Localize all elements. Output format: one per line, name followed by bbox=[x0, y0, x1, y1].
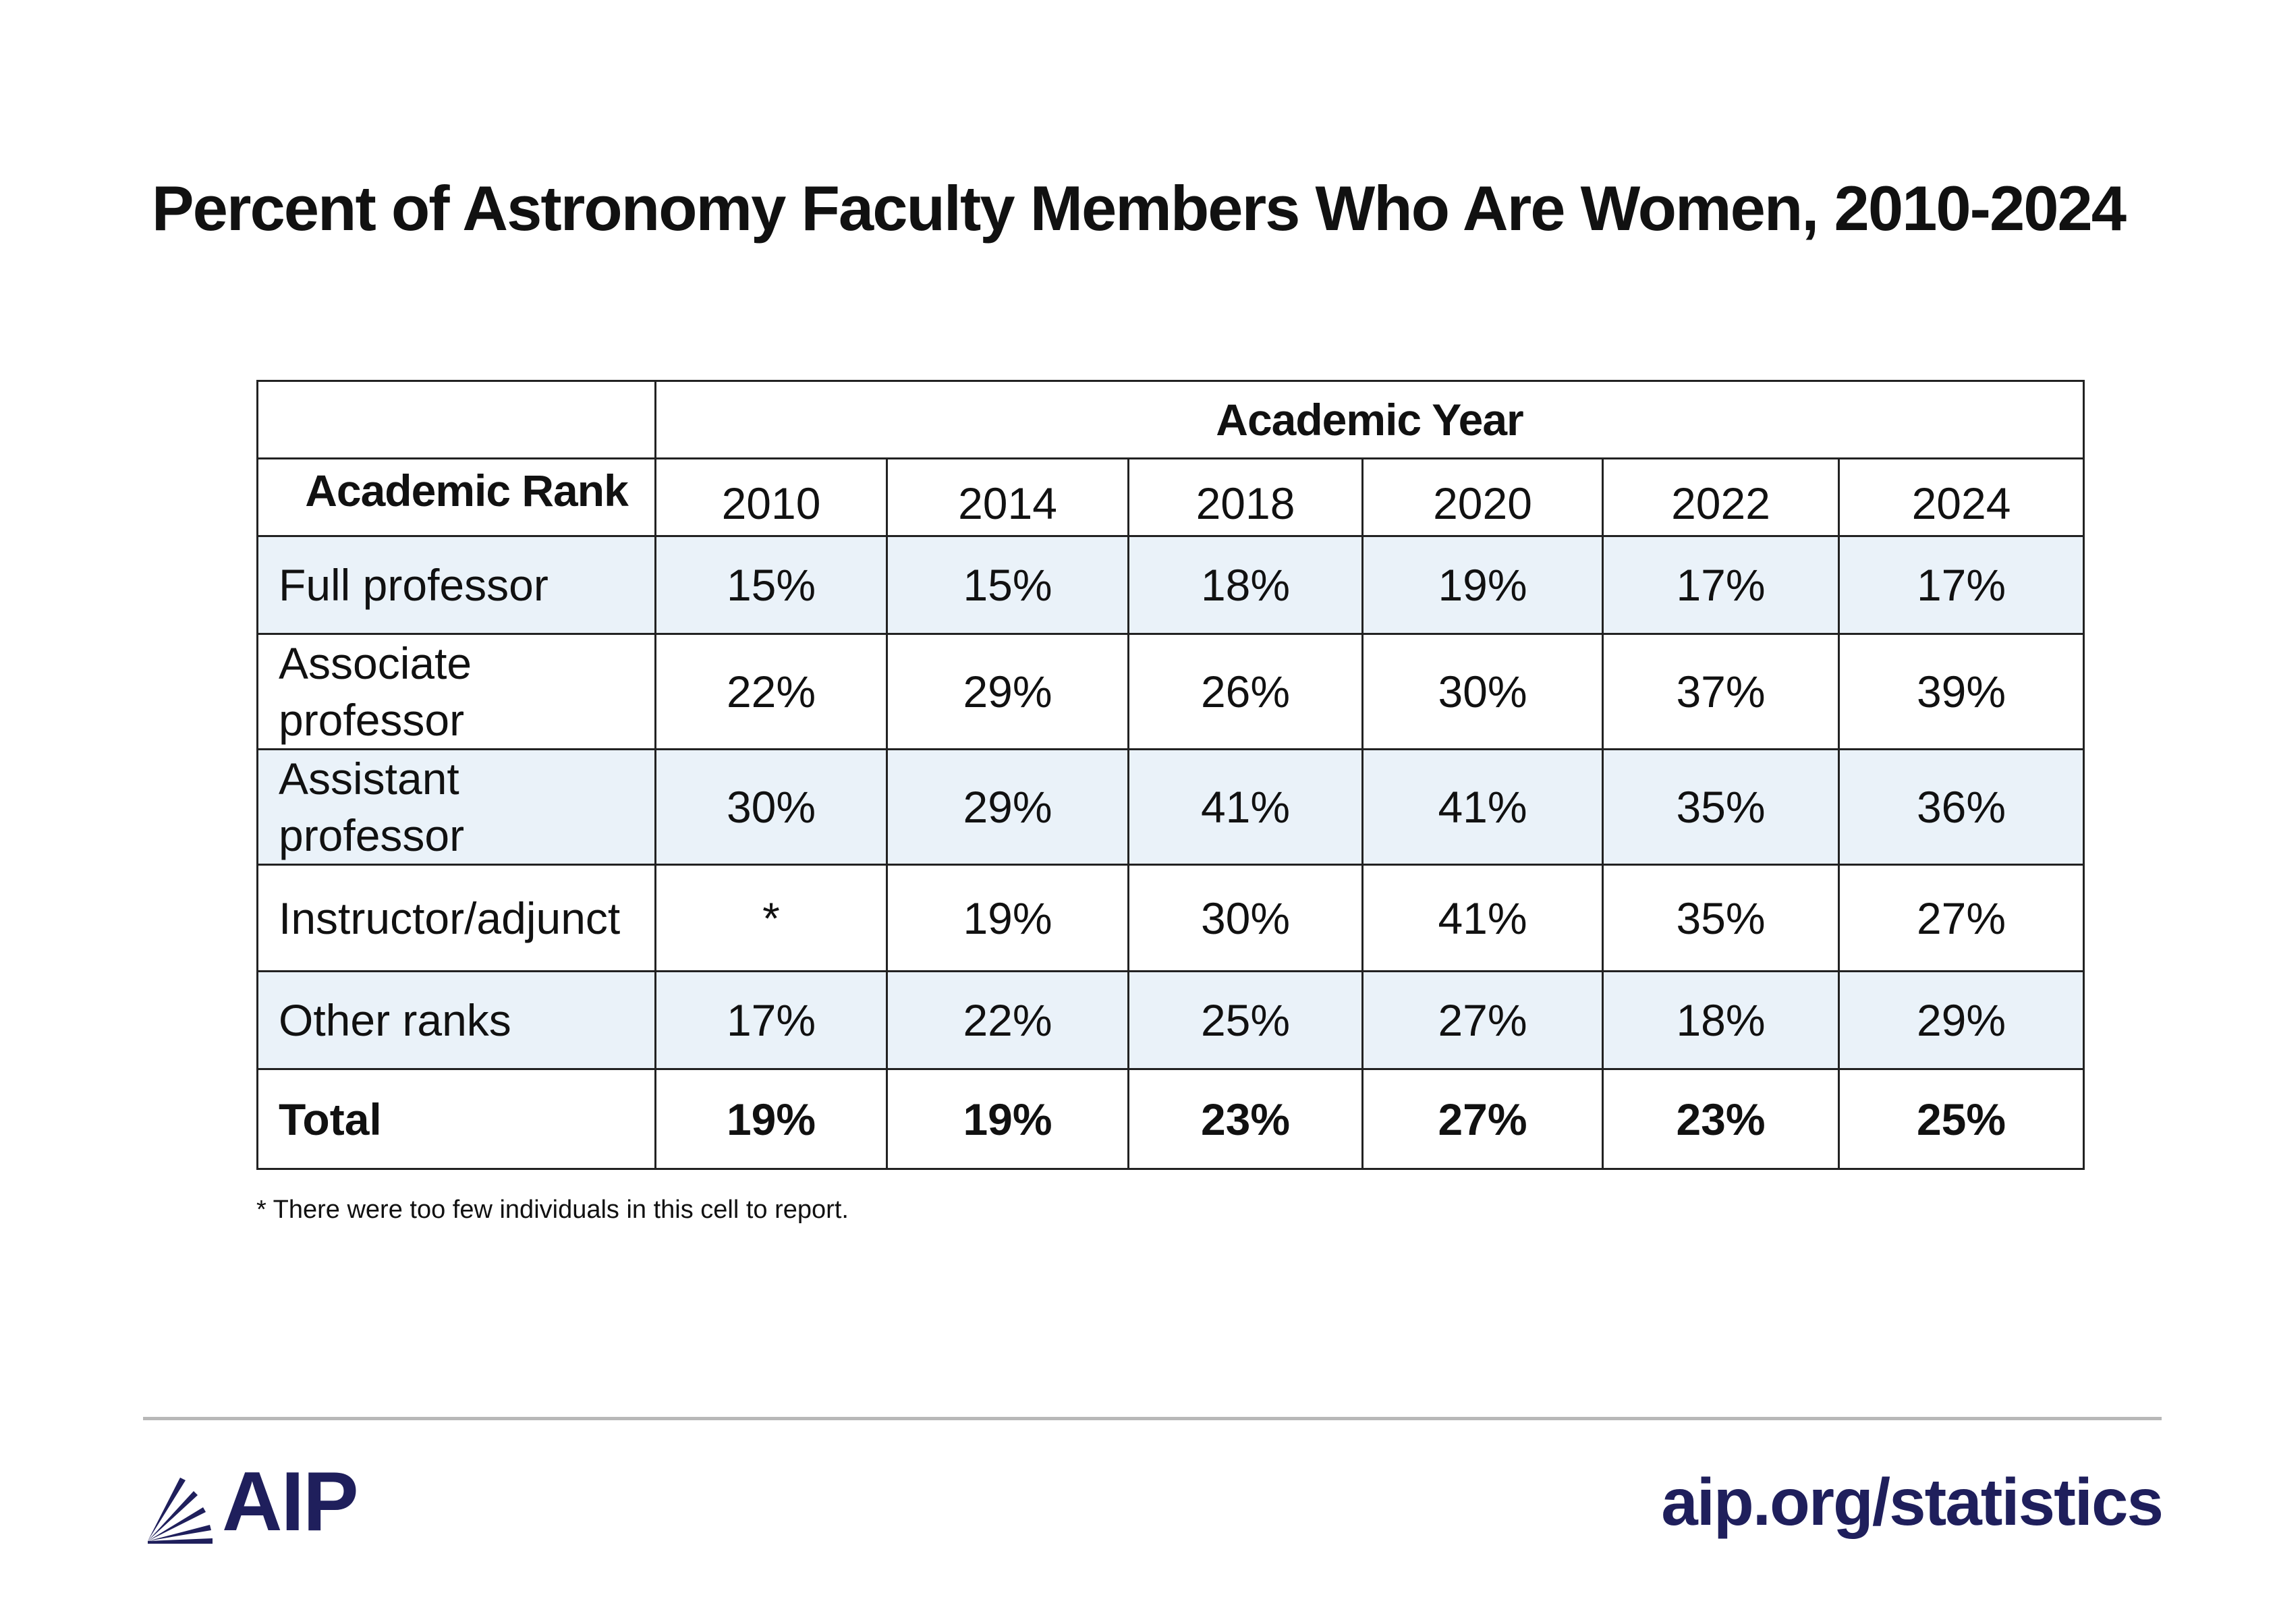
total-value-cell: 27% bbox=[1361, 1068, 1604, 1170]
total-value-cell: 19% bbox=[654, 1068, 888, 1170]
value-cell: 29% bbox=[1837, 970, 2085, 1070]
value-cell: 22% bbox=[886, 970, 1129, 1070]
table-row: Full professor 15% 15% 18% 19% 17% 17% bbox=[256, 535, 2085, 635]
value-cell: 36% bbox=[1837, 748, 2085, 866]
rank-label: Associate professor bbox=[256, 633, 656, 750]
rank-label: Assistant professor bbox=[256, 748, 656, 866]
value-cell: 29% bbox=[886, 633, 1129, 750]
value-cell: 35% bbox=[1602, 748, 1840, 866]
rank-label: Full professor bbox=[256, 535, 656, 635]
value-cell: 22% bbox=[654, 633, 888, 750]
year-header-2010: 2010 bbox=[654, 457, 888, 537]
value-cell: 27% bbox=[1837, 864, 2085, 972]
table-header-years-row: Academic Rank 2010 2014 2018 2020 2022 2024 bbox=[256, 457, 2085, 537]
table-row: Assistant professor 30% 29% 41% 41% 35% 36% bbox=[256, 748, 2085, 866]
rank-label: Instructor/adjunct bbox=[256, 864, 656, 972]
value-cell: 15% bbox=[886, 535, 1129, 635]
value-cell: 37% bbox=[1602, 633, 1840, 750]
value-cell: 39% bbox=[1837, 633, 2085, 750]
value-cell: 29% bbox=[886, 748, 1129, 866]
total-value-cell: 19% bbox=[886, 1068, 1129, 1170]
total-row: Total 19% 19% 23% 27% 23% 25% bbox=[256, 1068, 2085, 1170]
value-cell: * bbox=[654, 864, 888, 972]
table-row: Associate professor 22% 29% 26% 30% 37% 39% bbox=[256, 633, 2085, 750]
year-header-2022: 2022 bbox=[1602, 457, 1840, 537]
year-header-2014: 2014 bbox=[886, 457, 1129, 537]
academic-year-header: Academic Year bbox=[654, 380, 2085, 459]
rank-label: Other ranks bbox=[256, 970, 656, 1070]
chart-title: Percent of Astronomy Faculty Members Who… bbox=[151, 173, 2127, 244]
year-header-2020: 2020 bbox=[1361, 457, 1604, 537]
footer-divider bbox=[143, 1417, 2162, 1420]
value-cell: 17% bbox=[654, 970, 888, 1070]
statistics-link[interactable]: aip.org/statistics bbox=[1661, 1465, 2164, 1539]
value-cell: 30% bbox=[654, 748, 888, 866]
value-cell: 19% bbox=[886, 864, 1129, 972]
value-cell: 41% bbox=[1361, 748, 1604, 866]
aip-rays-icon bbox=[148, 1478, 213, 1544]
footnote: * There were too few individuals in this… bbox=[256, 1196, 849, 1224]
value-cell: 18% bbox=[1602, 970, 1840, 1070]
total-label: Total bbox=[256, 1068, 656, 1170]
year-header-2018: 2018 bbox=[1127, 457, 1364, 537]
table-row: Instructor/adjunct * 19% 30% 41% 35% 27% bbox=[256, 864, 2085, 972]
data-table: Academic Year Academic Rank 2010 2014 2018… bbox=[256, 380, 2085, 1170]
value-cell: 17% bbox=[1837, 535, 2085, 635]
value-cell: 15% bbox=[654, 535, 888, 635]
value-cell: 41% bbox=[1361, 864, 1604, 972]
total-value-cell: 25% bbox=[1837, 1068, 2085, 1170]
value-cell: 17% bbox=[1602, 535, 1840, 635]
table-corner-cell bbox=[256, 380, 656, 459]
academic-rank-header: Academic Rank bbox=[256, 457, 656, 537]
value-cell: 25% bbox=[1127, 970, 1364, 1070]
value-cell: 30% bbox=[1361, 633, 1604, 750]
value-cell: 19% bbox=[1361, 535, 1604, 635]
table-header-group-row: Academic Year bbox=[256, 380, 2085, 459]
value-cell: 35% bbox=[1602, 864, 1840, 972]
value-cell: 26% bbox=[1127, 633, 1364, 750]
table-row: Other ranks 17% 22% 25% 27% 18% 29% bbox=[256, 970, 2085, 1070]
value-cell: 18% bbox=[1127, 535, 1364, 635]
year-header-2024: 2024 bbox=[1837, 457, 2085, 537]
value-cell: 27% bbox=[1361, 970, 1604, 1070]
value-cell: 41% bbox=[1127, 748, 1364, 866]
value-cell: 30% bbox=[1127, 864, 1364, 972]
total-value-cell: 23% bbox=[1127, 1068, 1364, 1170]
aip-logo-text: AIP bbox=[222, 1455, 359, 1548]
total-value-cell: 23% bbox=[1602, 1068, 1840, 1170]
aip-logo: AIP bbox=[145, 1460, 359, 1544]
